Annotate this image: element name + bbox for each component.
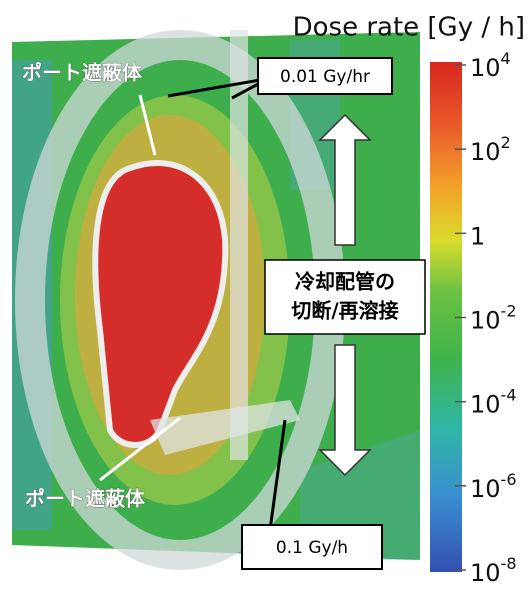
tick-base: 10: [470, 138, 501, 166]
tick-base: 1: [470, 222, 485, 250]
tick-exponent: -6: [501, 469, 517, 488]
port-shield-label: ポート遮蔽体: [22, 61, 143, 85]
port-shield-label: ポート遮蔽体: [25, 487, 146, 511]
tick-base: 10: [470, 54, 501, 82]
tick-label: 104: [470, 49, 511, 83]
tick-label: 1: [470, 222, 485, 250]
tick-label: 10-4: [470, 385, 517, 419]
tick-exponent: -2: [501, 301, 517, 320]
tick-base: 10: [470, 391, 501, 419]
tick-exponent: -4: [501, 385, 517, 404]
tick-exponent: 4: [501, 49, 511, 68]
tick-label: 10-8: [470, 554, 517, 588]
colorbar-title: Dose rate [Gy / h]: [293, 13, 525, 43]
tick-label: 10-6: [470, 469, 517, 503]
tick-base: 10: [470, 475, 501, 503]
tick-label: 10-2: [470, 301, 517, 335]
pipe-label: 冷却配管の: [295, 270, 395, 294]
tick-label: 102: [470, 133, 511, 167]
dose-label: 0.1 Gy/h: [276, 538, 348, 558]
tick-base: 10: [470, 307, 501, 335]
tick-exponent: 2: [501, 133, 511, 152]
figure: ポート遮蔽体 ポート遮蔽体 0.01 Gy/hr 0.1 Gy/h 冷却配管の …: [0, 0, 529, 590]
tick-exponent: -8: [501, 554, 517, 573]
pipe-label: 切断/再溶接: [291, 299, 398, 323]
dose-label: 0.01 Gy/hr: [280, 67, 370, 87]
tick-base: 10: [470, 559, 501, 587]
